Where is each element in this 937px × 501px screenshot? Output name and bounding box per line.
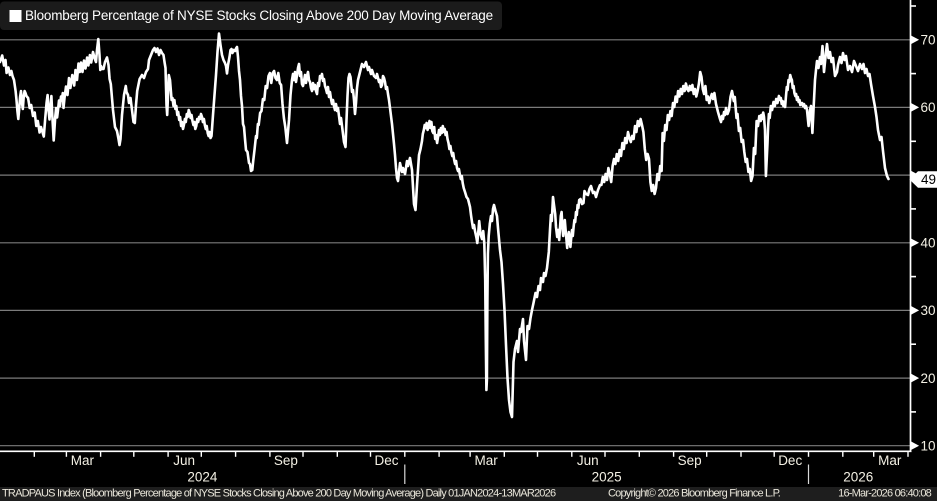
svg-text:10: 10 bbox=[921, 438, 936, 453]
svg-text:20: 20 bbox=[921, 371, 936, 386]
svg-text:Mar: Mar bbox=[71, 453, 95, 468]
svg-text:Dec: Dec bbox=[778, 453, 802, 468]
svg-text:Sep: Sep bbox=[274, 453, 298, 468]
svg-text:30: 30 bbox=[921, 303, 936, 318]
svg-text:2024: 2024 bbox=[187, 470, 218, 485]
svg-text:Copyright© 2026 Bloomberg Fina: Copyright© 2026 Bloomberg Finance L.P. bbox=[608, 488, 781, 500]
svg-text:16-Mar-2026 06:40:08: 16-Mar-2026 06:40:08 bbox=[838, 488, 932, 500]
svg-text:49: 49 bbox=[921, 172, 936, 187]
svg-text:Mar: Mar bbox=[474, 453, 498, 468]
svg-text:TRADPAUS Index (Bloomberg Perc: TRADPAUS Index (Bloomberg Percentage of … bbox=[2, 488, 556, 500]
svg-text:2025: 2025 bbox=[592, 470, 622, 485]
svg-text:Jun: Jun bbox=[577, 453, 599, 468]
svg-text:60: 60 bbox=[921, 100, 936, 115]
svg-text:2026: 2026 bbox=[843, 470, 873, 485]
svg-text:40: 40 bbox=[921, 235, 936, 250]
svg-text:Jun: Jun bbox=[173, 453, 195, 468]
svg-text:Mar: Mar bbox=[878, 453, 902, 468]
svg-text:Dec: Dec bbox=[374, 453, 398, 468]
svg-text:Bloomberg Percentage of NYSE S: Bloomberg Percentage of NYSE Stocks Clos… bbox=[25, 8, 493, 23]
svg-text:Sep: Sep bbox=[678, 453, 702, 468]
svg-text:70: 70 bbox=[921, 33, 936, 48]
